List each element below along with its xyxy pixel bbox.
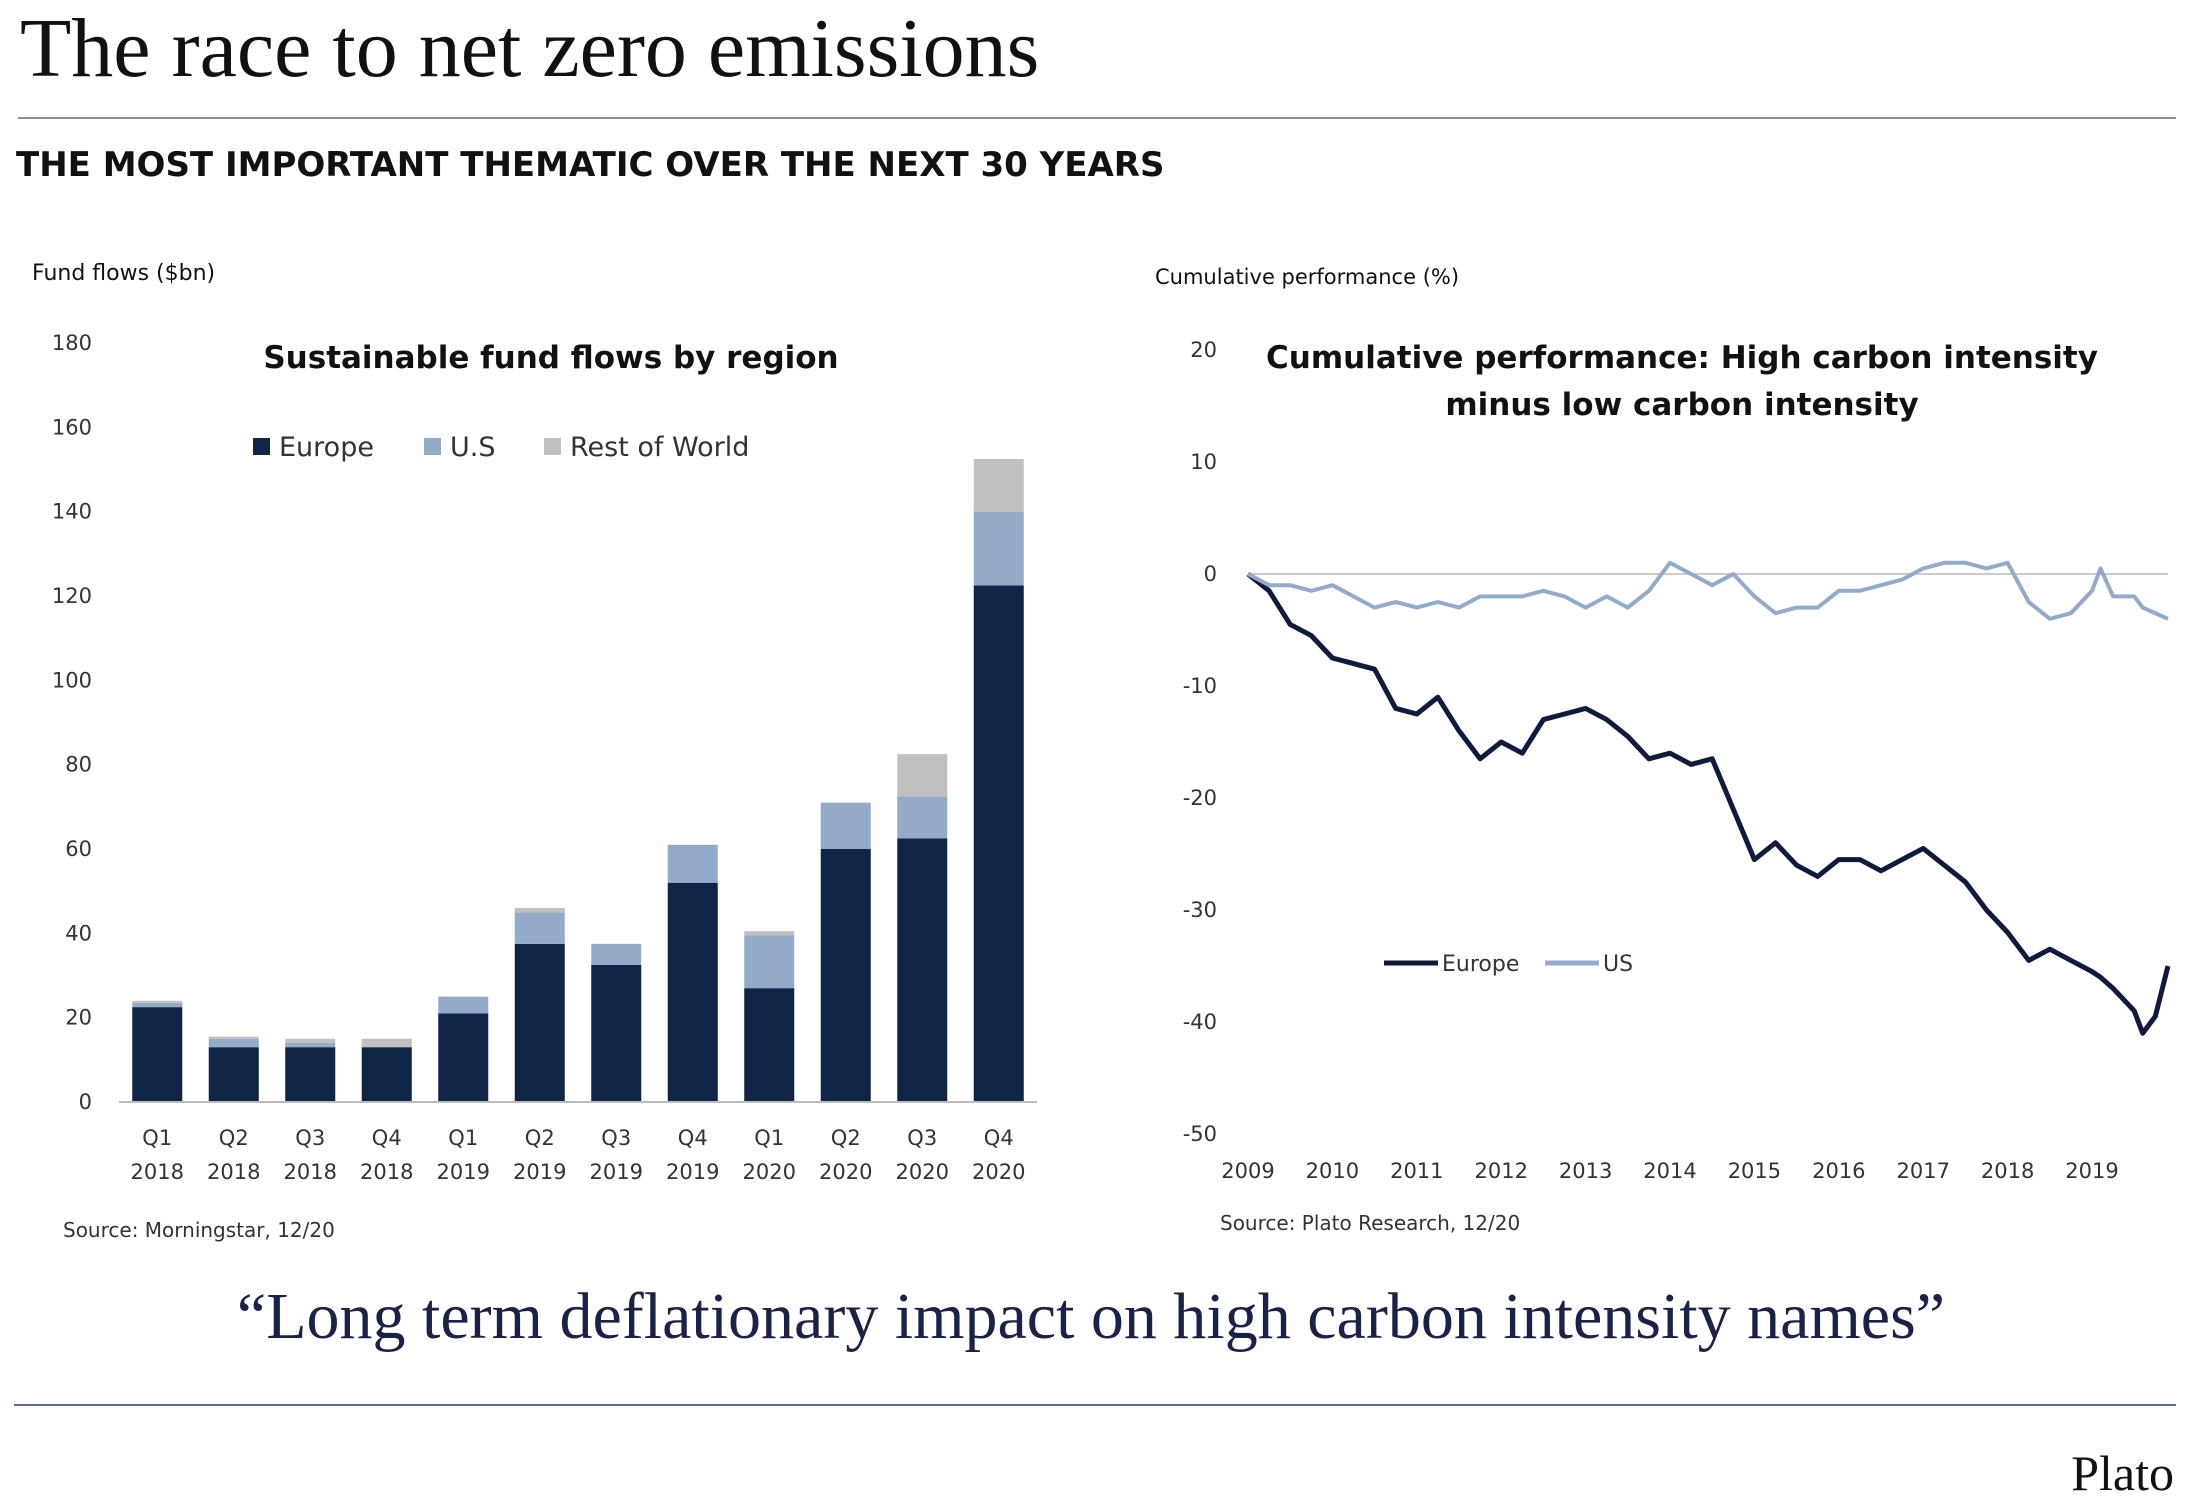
- y-tick-label: -30: [1183, 898, 1217, 922]
- bar-segment: [361, 1047, 412, 1102]
- chart-title: Cumulative performance: High carbon inte…: [1266, 340, 2098, 376]
- chart-title: minus low carbon intensity: [1445, 387, 1918, 423]
- x-tick-label: 2009: [1221, 1159, 1274, 1183]
- legend-swatch: [253, 438, 270, 455]
- bar-segment: [208, 1047, 259, 1102]
- x-tick-label: Q4 2019: [666, 1126, 719, 1184]
- bar-segment: [591, 964, 642, 1102]
- bar-segment: [132, 1000, 183, 1003]
- legend-label: Europe: [1442, 952, 1519, 977]
- bar-segment: [591, 943, 642, 965]
- x-tick-label: 2013: [1559, 1159, 1612, 1183]
- y-tick-label: 40: [65, 921, 92, 945]
- bar-segment: [285, 1038, 336, 1043]
- bar-segment: [744, 935, 795, 989]
- bar-segment: [973, 511, 1024, 586]
- x-tick-label: Q1 2020: [743, 1126, 796, 1184]
- x-tick-label: Q2 2019: [513, 1126, 566, 1184]
- y-tick-label: 20: [1190, 338, 1217, 362]
- y-tick-label: 100: [52, 668, 92, 692]
- x-tick-label: Q3 2019: [590, 1126, 643, 1184]
- legend-label: Rest of World: [570, 432, 749, 463]
- y-tick-label: -20: [1183, 786, 1217, 810]
- quote: “Long term deflationary impact on high c…: [237, 1280, 1945, 1353]
- bar-segment: [973, 458, 1024, 512]
- legend-label: US: [1603, 952, 1633, 977]
- y-tick-label: 160: [52, 415, 92, 439]
- axis-title: Cumulative performance (%): [1155, 265, 1459, 289]
- bar-segment: [897, 796, 948, 839]
- x-tick-label: 2015: [1728, 1159, 1781, 1183]
- y-tick-label: 80: [65, 753, 92, 777]
- y-tick-label: 140: [52, 500, 92, 524]
- page-title: The race to net zero emissions: [20, 2, 1039, 95]
- bar-segment: [667, 882, 718, 1102]
- y-tick-label: 20: [65, 1006, 92, 1030]
- y-tick-label: -40: [1183, 1010, 1217, 1034]
- y-tick-label: -10: [1183, 674, 1217, 698]
- y-tick-label: 120: [52, 584, 92, 608]
- bar-segment: [897, 838, 948, 1102]
- bar-segment: [285, 1042, 336, 1048]
- x-tick-label: 2016: [1812, 1159, 1865, 1183]
- y-tick-label: 10: [1190, 450, 1217, 474]
- legend-swatch: [424, 438, 441, 455]
- bar-segment: [897, 754, 948, 797]
- line-series: [1246, 572, 2171, 1036]
- x-tick-label: Q4 2018: [360, 1126, 413, 1184]
- bar-segment: [285, 1047, 336, 1102]
- x-tick-label: Q3 2018: [284, 1126, 337, 1184]
- x-tick-label: 2018: [1981, 1159, 2034, 1183]
- x-tick-label: Q2 2018: [207, 1126, 260, 1184]
- y-tick-label: 0: [79, 1090, 92, 1114]
- x-tick-label: 2010: [1306, 1159, 1359, 1183]
- legend-label: Europe: [279, 432, 374, 463]
- bar-segment: [820, 802, 871, 849]
- x-tick-label: 2012: [1474, 1159, 1527, 1183]
- bar-segment: [514, 943, 565, 1102]
- x-tick-label: Q1 2018: [131, 1126, 184, 1184]
- bar-segment: [438, 996, 489, 1014]
- x-tick-label: 2014: [1643, 1159, 1696, 1183]
- x-tick-label: 2019: [2065, 1159, 2118, 1183]
- x-tick-label: Q4 2020: [972, 1126, 1025, 1184]
- y-tick-label: -50: [1183, 1122, 1217, 1146]
- bar-segment: [973, 585, 1024, 1102]
- bar-segment: [438, 1013, 489, 1102]
- bar-segment: [208, 1038, 259, 1048]
- bar-segment: [514, 908, 565, 913]
- bar-segment: [132, 1007, 183, 1102]
- y-tick-label: 60: [65, 837, 92, 861]
- x-tick-label: 2017: [1897, 1159, 1950, 1183]
- bar-segment: [514, 912, 565, 944]
- bar-segment: [667, 844, 718, 883]
- y-tick-label: 180: [52, 331, 92, 355]
- chart-title: Sustainable fund flows by region: [263, 340, 838, 376]
- x-tick-label: Q3 2020: [896, 1126, 949, 1184]
- logo: Plato: [2071, 1445, 2174, 1501]
- bar-segment: [208, 1036, 259, 1039]
- y-tick-label: 0: [1204, 562, 1217, 586]
- source: Source: Morningstar, 12/20: [63, 1218, 335, 1242]
- legend-label: U.S: [450, 432, 495, 463]
- x-tick-label: 2011: [1390, 1159, 1443, 1183]
- bar-segment: [820, 849, 871, 1102]
- axis-title: Fund flows ($bn): [32, 261, 215, 286]
- bar-segment: [361, 1038, 412, 1048]
- bar-segment: [132, 1002, 183, 1008]
- source: Source: Plato Research, 12/20: [1220, 1211, 1520, 1235]
- line-series: [1247, 560, 2169, 621]
- x-tick-label: Q1 2019: [437, 1126, 490, 1184]
- bar-segment: [744, 988, 795, 1102]
- legend-swatch: [544, 438, 561, 455]
- bar-segment: [744, 931, 795, 936]
- x-tick-label: Q2 2020: [819, 1126, 872, 1184]
- page-subtitle: THE MOST IMPORTANT THEMATIC OVER THE NEX…: [16, 145, 1164, 185]
